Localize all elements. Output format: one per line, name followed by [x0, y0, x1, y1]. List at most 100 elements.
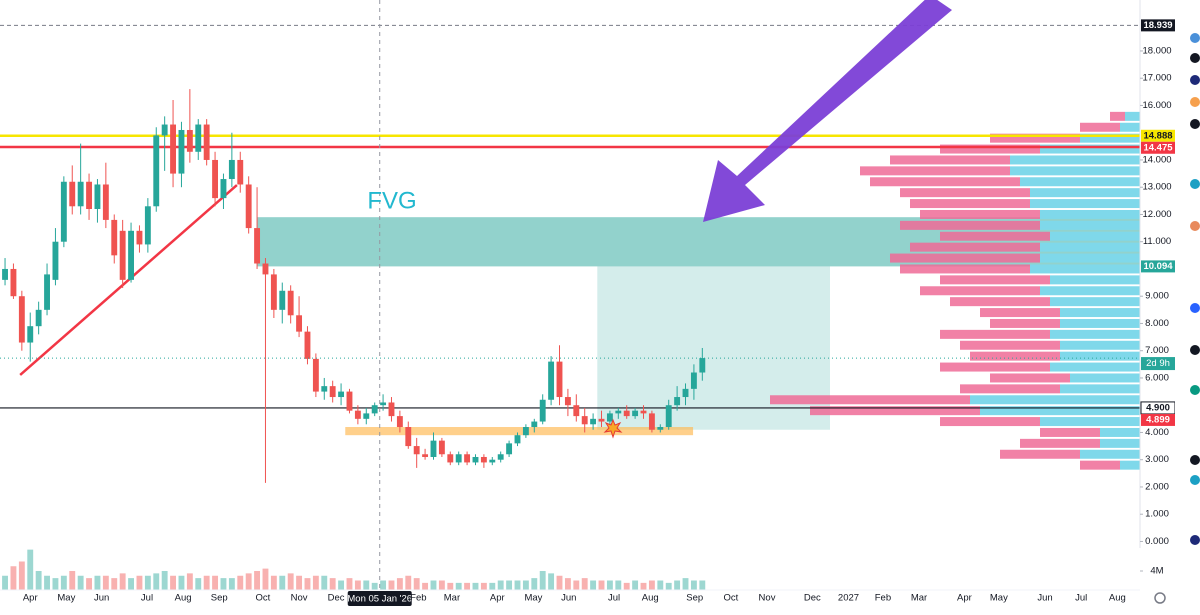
volume-tick-label: 4M	[1150, 566, 1163, 577]
profile-down	[870, 177, 1020, 187]
y-tick-label: 1.000	[1145, 509, 1169, 520]
volume-bar	[489, 582, 496, 590]
profile-up	[1040, 144, 1140, 154]
volume-bar	[682, 578, 689, 590]
toolbar-icon[interactable]	[1190, 33, 1200, 43]
volume-bar	[170, 575, 176, 590]
candle-body	[623, 410, 630, 417]
profile-up	[1040, 242, 1140, 252]
volume-bar	[18, 561, 25, 590]
volume-bar	[380, 580, 387, 590]
volume-bar	[581, 578, 588, 590]
profile-up	[1070, 373, 1140, 383]
candle-body	[514, 435, 521, 444]
candle-body	[615, 410, 622, 414]
toolbar-icon[interactable]	[1190, 385, 1200, 395]
profile-down	[770, 395, 970, 405]
y-tick-label: 0.000	[1145, 536, 1169, 547]
volume-bar	[606, 580, 613, 590]
volume-bar	[564, 578, 571, 590]
candle-body	[413, 446, 420, 455]
x-tick-label: Jun	[94, 593, 109, 604]
toolbar-icon[interactable]	[1190, 535, 1200, 545]
toolbar-icon[interactable]	[1190, 455, 1200, 465]
profile-down	[990, 133, 1080, 143]
candle-body	[472, 456, 479, 463]
x-tick-label: Apr	[957, 593, 972, 604]
volume-bar	[497, 580, 504, 590]
profile-down	[920, 209, 1040, 219]
toolbar-icon[interactable]	[1190, 179, 1200, 189]
candle-body	[178, 129, 185, 174]
volume-bar	[270, 575, 277, 590]
candle-body	[657, 427, 664, 430]
toolbar-icon[interactable]	[1190, 53, 1200, 63]
profile-up	[1050, 362, 1140, 372]
volume-bar	[371, 582, 378, 590]
volume-bar	[60, 575, 67, 590]
candle-body	[237, 159, 244, 185]
volume-bar	[665, 582, 672, 590]
profile-down	[940, 329, 1050, 339]
profile-down	[940, 275, 1050, 285]
toolbar-icon[interactable]	[1190, 221, 1200, 231]
profile-down	[890, 155, 1010, 165]
price-tag-label: 18.939	[1143, 20, 1172, 31]
volume-bar	[94, 575, 101, 590]
profile-up	[1080, 133, 1140, 143]
volume-bar	[86, 578, 92, 590]
trendline	[19, 184, 238, 376]
candle-body	[682, 388, 689, 398]
toolbar-icon[interactable]	[1190, 119, 1200, 129]
candle-body	[354, 410, 361, 419]
volume-bar	[203, 575, 210, 590]
volume-bar	[480, 582, 487, 590]
candle-body	[144, 206, 151, 245]
candle-body	[136, 230, 143, 245]
profile-down	[960, 384, 1060, 394]
volume-bar	[648, 580, 655, 590]
toolbar-icon[interactable]	[1190, 75, 1200, 85]
candle-body	[338, 391, 345, 398]
candle-body	[287, 290, 294, 316]
volume-bar	[598, 580, 605, 590]
candle-body	[422, 454, 429, 457]
candle-body	[128, 230, 134, 280]
candle-body	[632, 410, 639, 417]
volume-bar	[354, 580, 361, 590]
toolbar	[1154, 0, 1200, 615]
volume-bar	[548, 573, 555, 590]
volume-bar	[102, 575, 109, 590]
x-tick-label: May	[990, 593, 1008, 604]
volume-bar	[262, 568, 269, 590]
x-tick-label: Mar	[911, 593, 927, 604]
volume-bar	[228, 578, 235, 590]
crosshair-label: Mon 05 Jan '26	[347, 594, 412, 605]
volume-bar	[77, 575, 84, 590]
profile-up	[1120, 122, 1140, 132]
volume-bar	[212, 575, 219, 590]
toolbar-icon[interactable]	[1190, 303, 1200, 313]
countdown-bg	[1141, 357, 1175, 371]
volume-layer	[2, 549, 706, 590]
profile-up	[1125, 111, 1140, 121]
toolbar-icon[interactable]	[1190, 345, 1200, 355]
y-tick-label: 11.000	[1143, 236, 1171, 247]
toolbar-icon[interactable]	[1190, 475, 1200, 485]
y-tick-label: 3.000	[1145, 454, 1169, 465]
candle-body	[94, 184, 101, 210]
candle-body	[480, 456, 487, 463]
volume-bar	[396, 578, 403, 590]
toolbar-icon[interactable]	[1190, 97, 1200, 107]
y-tick-label: 2.000	[1145, 481, 1169, 492]
candle-body	[254, 228, 261, 264]
volume-bar	[573, 580, 580, 590]
settings-icon[interactable]	[1154, 592, 1166, 604]
volume-bar	[119, 573, 126, 590]
volume-bar	[590, 580, 597, 590]
y-tick-label: 7.000	[1145, 345, 1169, 356]
crosshair-label-bg	[347, 591, 412, 606]
y-tick-label: 6.000	[1145, 372, 1169, 383]
